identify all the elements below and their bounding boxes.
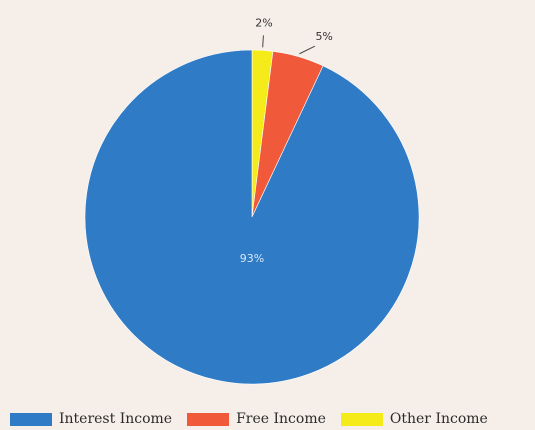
- leader-line-other-income: [262, 35, 264, 48]
- legend-swatch-other-income: [340, 412, 383, 426]
- leader-line-free-income: [299, 45, 316, 55]
- slice-labels: 93% 5% 2%: [240, 16, 333, 265]
- legend-label-other-income: Other Income: [389, 411, 488, 427]
- legend-item-other-income: Other Income: [340, 411, 488, 427]
- pie-slices: [84, 49, 420, 385]
- legend-label-free-income: Free Income: [236, 411, 326, 427]
- slice-label-free-income: 5%: [315, 30, 332, 43]
- legend-item-interest-income: Interest Income: [10, 411, 172, 427]
- legend-swatch-interest-income: [10, 412, 52, 426]
- pie-slice-interest-income: [84, 49, 420, 385]
- slice-label-other-income: 2%: [255, 16, 272, 29]
- legend: Interest Income Free Income Other Income: [10, 409, 488, 429]
- legend-label-interest-income: Interest Income: [59, 411, 173, 427]
- leader-lines: [262, 35, 316, 55]
- slice-label-interest-income: 93%: [240, 252, 264, 265]
- legend-item-free-income: Free Income: [187, 411, 326, 427]
- legend-swatch-free-income: [187, 412, 230, 426]
